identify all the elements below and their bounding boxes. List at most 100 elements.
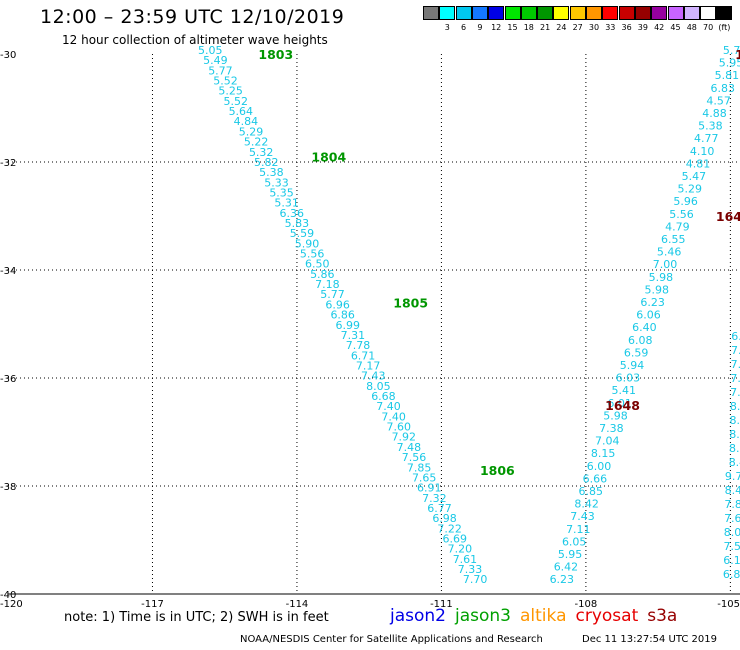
- wave-height-value: 5.41: [611, 384, 636, 397]
- credit-text: NOAA/NESDIS Center for Satellite Applica…: [240, 634, 543, 645]
- legend-swatch: [423, 6, 439, 20]
- axis-ticks: -120 -117 -114 -111 -108 -105 -30 -32 -34 -36 -38 -…: [0, 50, 740, 610]
- lon-tick-label: -117: [141, 599, 164, 610]
- lat-tick-label: -36: [0, 374, 16, 385]
- wave-height-value: 7.11: [566, 523, 591, 536]
- wave-height-value: 7.18: [315, 278, 340, 291]
- legend-label: 70: [703, 23, 714, 32]
- wave-height-value: 8.0: [730, 400, 740, 413]
- wave-height-value: 7.40: [376, 400, 401, 413]
- wave-height-value: 6.36: [280, 207, 305, 220]
- legend-swatch: [569, 6, 586, 20]
- wave-height-value: 8.2: [729, 428, 740, 441]
- lon-tick-label: -108: [575, 599, 598, 610]
- wave-height-value: 7.17: [356, 359, 381, 372]
- wave-height-value: 7.5: [730, 372, 740, 385]
- legend-label: 45: [670, 23, 681, 32]
- legend-label: 36: [621, 23, 632, 32]
- track-values: 5.055.495.775.525.255.525.644.845.295.22…: [198, 44, 740, 586]
- wave-height-value: 6.23: [550, 573, 575, 586]
- legend-label: 18: [523, 23, 534, 32]
- wave-height-value: 9.72: [725, 470, 740, 483]
- wave-height-value: 7.43: [361, 370, 386, 383]
- legend-swatch: [537, 6, 554, 20]
- satellite-key: jason2 jason3 altika cryosat s3a: [390, 606, 686, 626]
- wave-height-value: 4.77: [694, 132, 719, 145]
- legend-label: 6: [461, 23, 467, 32]
- wave-height-value: 6.91: [417, 482, 442, 495]
- pass-number-label: 1803: [258, 47, 293, 62]
- wave-height-value: 7.5: [731, 358, 740, 371]
- legend-label: 33: [605, 23, 616, 32]
- legend-swatch: [488, 6, 505, 20]
- lon-tick-label: -111: [430, 599, 453, 610]
- lon-tick-label: -120: [0, 599, 23, 610]
- wave-height-value: 5.05: [198, 44, 223, 57]
- wave-height-value: 6.40: [632, 321, 657, 334]
- legend-label: 24: [556, 23, 567, 32]
- legend-swatch: [504, 6, 521, 20]
- wave-height-value: 5.22: [244, 136, 269, 149]
- wave-height-value: 7.40: [381, 410, 406, 423]
- wave-height-value: 4.10: [690, 145, 715, 158]
- wave-height-value: 7.92: [392, 431, 417, 444]
- wave-height-value: 5.52: [213, 75, 238, 88]
- wave-height-value: 6.50: [305, 258, 330, 271]
- wave-height-value: 6.99: [336, 319, 361, 332]
- legend-swatch: [716, 6, 733, 20]
- wave-height-value: 6.00: [587, 460, 612, 473]
- wave-height-value: 7.65: [412, 471, 437, 484]
- wave-height-value: 6.86: [330, 309, 355, 322]
- wave-height-value: 6.71: [351, 349, 376, 362]
- wave-height-value: 5.35: [269, 186, 294, 199]
- wave-height-value: 6.69: [443, 532, 468, 545]
- legend-swatch: [439, 6, 456, 20]
- wave-height-value: 5.46: [657, 246, 682, 259]
- wave-height-value: 7.56: [402, 451, 427, 464]
- wave-height-value: 5.95: [719, 57, 740, 70]
- wave-height-value: 5.86: [310, 268, 335, 281]
- wave-height-value: 5.75: [723, 44, 740, 57]
- wave-height-value: 6.03: [616, 372, 641, 385]
- legend-label: 48: [686, 23, 697, 32]
- wave-height-value: 5.25: [218, 85, 243, 98]
- satellite-name: cryosat: [575, 606, 639, 626]
- pass-number-label: 1805: [393, 295, 428, 310]
- wave-height-value: 5.77: [208, 64, 233, 77]
- wave-height-value: 6.77: [427, 502, 452, 515]
- timestamp-text: Dec 11 13:27:54 UTC 2019: [582, 634, 717, 645]
- map-subtitle: 12 hour collection of altimeter wave hei…: [62, 33, 328, 47]
- wave-height-value: 6.5: [731, 330, 740, 343]
- wave-height-value: 7.04: [595, 435, 620, 448]
- wave-height-value: 8.15: [591, 447, 616, 460]
- wave-height-value: 5.83: [285, 217, 310, 230]
- legend-swatch: [683, 6, 700, 20]
- wave-height-value: 6.05: [562, 535, 587, 548]
- lon-tick-label: -114: [286, 599, 309, 610]
- wave-height-value: 5.33: [264, 176, 289, 189]
- wave-height-value: 7.32: [422, 492, 447, 505]
- legend-swatch: [602, 6, 619, 20]
- wave-height-value: 6.01: [607, 397, 632, 410]
- legend-swatch: [667, 6, 684, 20]
- map-title: 12:00 – 23:59 UTC 12/10/2019: [40, 6, 345, 28]
- wave-height-value: 5.38: [259, 166, 284, 179]
- lat-tick-label: -34: [0, 266, 16, 277]
- satellite-name: jason2: [390, 606, 446, 626]
- wave-height-value: 7.48: [397, 441, 422, 454]
- pass-number-label: 1806: [480, 463, 515, 478]
- legend-label: 15: [507, 23, 518, 32]
- pass-labels: 1803 1804 1805 1806 1646 1647 1648: [258, 47, 740, 478]
- wave-height-value: 8.42: [574, 498, 599, 511]
- wave-height-value: 4.81: [686, 157, 711, 170]
- legend-label: 9: [477, 23, 483, 32]
- legend-label: (ft): [718, 23, 731, 32]
- wave-height-value: 8.05: [366, 380, 391, 393]
- lat-tick-label: -30: [0, 50, 16, 61]
- wave-height-value: 7.31: [341, 329, 366, 342]
- wave-height-value: 5.29: [678, 183, 703, 196]
- wave-height-value: 7.70: [463, 573, 488, 586]
- wave-height-value: 6.08: [628, 334, 653, 347]
- wave-height-value: 6.55: [661, 233, 686, 246]
